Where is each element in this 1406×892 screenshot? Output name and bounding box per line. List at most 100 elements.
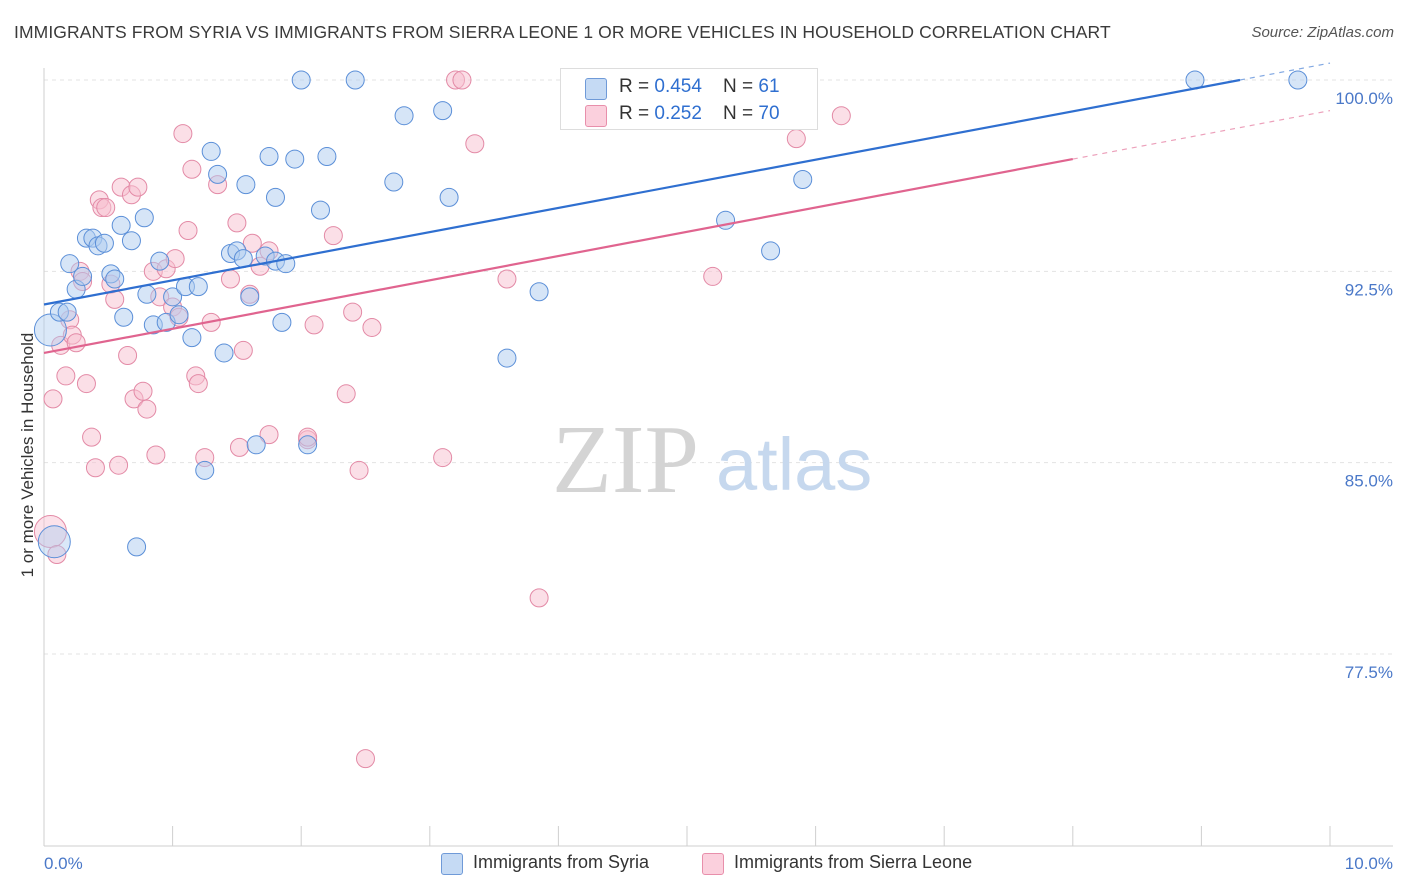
syria-point xyxy=(37,525,71,559)
syria-point xyxy=(121,231,141,251)
syria-point xyxy=(298,435,318,455)
source-label: Source: ZipAtlas.com xyxy=(1251,24,1394,41)
sierra-leone-point xyxy=(452,70,472,90)
gridlines xyxy=(44,79,1393,655)
legend: R = 0.454 N = 61 R = 0.252 N = 70 xyxy=(560,68,818,130)
syria-point xyxy=(236,175,256,195)
sierra-leone-point xyxy=(43,389,63,409)
legend-n-value-syria: 61 xyxy=(758,76,780,97)
bottom-legend-label-syria: Immigrants from Syria xyxy=(473,852,650,872)
syria-point xyxy=(150,251,170,271)
x-tick-label-min: 0.0% xyxy=(44,854,83,873)
syria-point xyxy=(208,164,228,184)
bottom-legend-swatch-sierra-leone xyxy=(702,853,724,875)
bottom-legend-label-sierra-leone: Immigrants from Sierra Leone xyxy=(734,852,973,872)
syria-point xyxy=(317,147,337,167)
sierra-leone-point xyxy=(343,302,363,322)
sierra-leone-point xyxy=(362,317,382,337)
syria-point xyxy=(384,172,404,192)
y-tick-label: 77.5% xyxy=(1345,663,1393,682)
sierra-leone-point xyxy=(703,266,723,286)
syria-point xyxy=(105,269,125,289)
sierra-leone-point xyxy=(831,106,851,126)
sierra-leone-point xyxy=(304,315,324,335)
sierra-leone-point xyxy=(220,269,240,289)
legend-n-label: N = xyxy=(723,103,759,124)
sierra-leone-trend-line-extension xyxy=(1072,110,1331,160)
y-tick-labels: 77.5% 85.0% 92.5% 100.0% xyxy=(1335,89,1393,682)
syria-point xyxy=(214,343,234,363)
sierra-leone-point xyxy=(242,233,262,253)
syria-point xyxy=(291,70,311,90)
bottom-legend-swatch-syria xyxy=(441,853,463,875)
y-tick-label: 100.0% xyxy=(1335,89,1393,108)
syria-point xyxy=(272,312,292,332)
syria-point xyxy=(497,348,517,368)
syria-point xyxy=(201,141,221,161)
sierra-leone-point xyxy=(336,384,356,404)
sierra-leone-point xyxy=(173,124,193,144)
sierra-leone-point xyxy=(128,177,148,197)
syria-point xyxy=(60,254,80,274)
axes xyxy=(43,68,1393,847)
sierra-leone-point xyxy=(433,448,453,468)
trend-lines xyxy=(43,62,1331,355)
sierra-leone-point xyxy=(82,427,102,447)
sierra-leone-point xyxy=(133,381,153,401)
syria-point xyxy=(394,106,414,126)
syria-point xyxy=(433,101,453,121)
x-tick-labels: 0.0% 10.0% xyxy=(44,854,1393,873)
watermark: ZIP atlas xyxy=(552,406,872,514)
syria-trend-line-extension xyxy=(1239,62,1331,81)
sierra-leone-point xyxy=(349,460,369,480)
syria-point xyxy=(529,282,549,302)
legend-r-value-syria: 0.454 xyxy=(654,76,702,97)
chart-title: IMMIGRANTS FROM SYRIA VS IMMIGRANTS FROM… xyxy=(14,22,1111,42)
x-tick-label-max: 10.0% xyxy=(1345,854,1393,873)
syria-point xyxy=(169,305,189,325)
syria-point xyxy=(345,70,365,90)
sierra-leone-point xyxy=(109,455,129,475)
legend-r-value-sierra-leone: 0.252 xyxy=(654,103,702,124)
legend-swatch-syria xyxy=(585,78,607,100)
syria-point xyxy=(134,208,154,228)
legend-swatch-sierra-leone xyxy=(585,105,607,127)
sierra-leone-point xyxy=(786,129,806,149)
syria-point xyxy=(761,241,781,261)
syria-point xyxy=(114,307,134,327)
syria-point xyxy=(188,277,208,297)
sierra-leone-point xyxy=(182,159,202,179)
syria-point xyxy=(265,187,285,207)
sierra-leone-point xyxy=(96,198,116,218)
syria-point xyxy=(439,187,459,207)
sierra-leone-point xyxy=(47,545,67,565)
syria-point xyxy=(240,287,260,307)
series-syria-points xyxy=(33,70,1308,559)
y-tick-label: 92.5% xyxy=(1345,280,1393,299)
sierra-leone-point xyxy=(356,749,375,769)
y-tick-label: 85.0% xyxy=(1345,472,1393,491)
legend-n-value-sierra-leone: 70 xyxy=(758,103,780,124)
sierra-leone-point xyxy=(229,437,249,457)
syria-point xyxy=(94,233,114,253)
syria-point xyxy=(285,149,305,169)
syria-point xyxy=(195,460,215,480)
sierra-leone-point xyxy=(233,340,253,360)
syria-point xyxy=(793,169,813,189)
syria-point xyxy=(246,435,266,455)
sierra-leone-point xyxy=(146,445,166,465)
sierra-leone-point xyxy=(529,588,549,608)
sierra-leone-point xyxy=(465,134,485,154)
sierra-leone-point xyxy=(76,374,96,394)
watermark-atlas: atlas xyxy=(716,423,872,506)
sierra-leone-point xyxy=(56,366,76,386)
legend-r-label: R = xyxy=(619,76,655,97)
sierra-leone-point xyxy=(259,425,279,445)
watermark-zip: ZIP xyxy=(552,406,699,514)
sierra-leone-point xyxy=(178,221,198,241)
syria-point xyxy=(1288,70,1308,90)
syria-trend-line xyxy=(43,78,1241,306)
sierra-leone-point xyxy=(118,346,138,366)
syria-point xyxy=(259,147,279,167)
